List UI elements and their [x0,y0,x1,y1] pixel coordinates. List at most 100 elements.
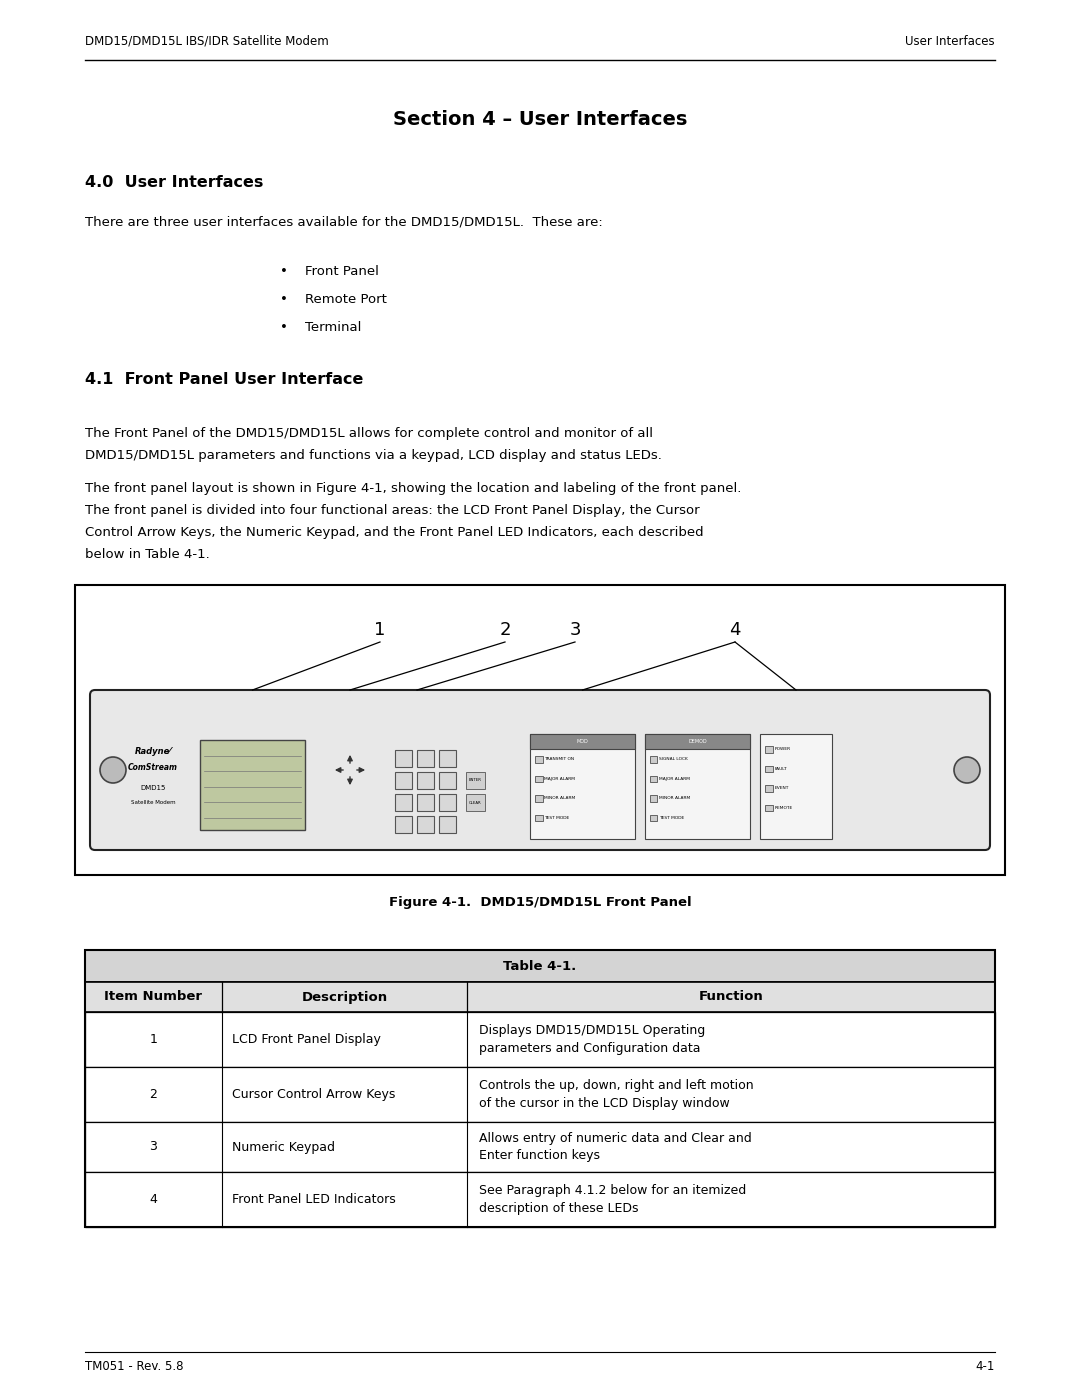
Bar [438,773,456,789]
Text: •: • [280,265,288,278]
Text: Section 4 – User Interfaces: Section 4 – User Interfaces [393,110,687,129]
Text: Radyne⁄: Radyne⁄ [135,747,172,757]
Text: 3: 3 [149,1140,158,1154]
Bar [645,733,750,840]
Bar [85,950,995,1227]
Text: Control Arrow Keys, the Numeric Keypad, and the Front Panel LED Indicators, each: Control Arrow Keys, the Numeric Keypad, … [85,527,704,539]
Text: See Paragraph 4.1.2 below for an itemized
description of these LEDs: See Paragraph 4.1.2 below for an itemize… [480,1185,746,1215]
Bar [765,785,772,792]
Bar [200,740,305,830]
Text: ENTER: ENTER [469,778,482,782]
Bar [438,793,456,812]
Text: Item Number: Item Number [105,990,202,1003]
Text: 4: 4 [729,622,741,638]
Bar [535,814,542,821]
Bar [395,816,411,833]
Text: The Front Panel of the DMD15/DMD15L allows for complete control and monitor of a: The Front Panel of the DMD15/DMD15L allo… [85,427,653,440]
Text: TM051 - Rev. 5.8: TM051 - Rev. 5.8 [85,1361,184,1373]
Text: LCD Front Panel Display: LCD Front Panel Display [231,1032,380,1046]
Bar [535,795,542,802]
Bar [417,816,434,833]
Text: 3: 3 [569,622,581,638]
Text: •: • [280,321,288,334]
Bar [765,805,772,812]
Bar [438,816,456,833]
Text: SIGNAL LOCK: SIGNAL LOCK [660,757,688,761]
Bar [530,733,635,749]
Text: Displays DMD15/DMD15L Operating
parameters and Configuration data: Displays DMD15/DMD15L Operating paramete… [480,1024,705,1055]
Text: Numeric Keypad: Numeric Keypad [231,1140,335,1154]
Bar [395,773,411,789]
Text: DMD15/DMD15L IBS/IDR Satellite Modem: DMD15/DMD15L IBS/IDR Satellite Modem [85,35,328,47]
Bar [535,775,542,782]
Text: MINOR ALARM: MINOR ALARM [660,796,691,800]
Bar [417,750,434,767]
Bar [85,1011,995,1067]
Text: Controls the up, down, right and left motion
of the cursor in the LCD Display wi: Controls the up, down, right and left mo… [480,1080,754,1109]
Text: 1: 1 [149,1032,158,1046]
Text: 4.0  User Interfaces: 4.0 User Interfaces [85,175,264,190]
Bar [85,950,995,982]
Text: The front panel layout is shown in Figure 4-1, showing the location and labeling: The front panel layout is shown in Figur… [85,482,741,495]
Text: 4: 4 [149,1193,158,1206]
Bar [417,793,434,812]
Bar [85,982,995,1011]
Text: 1: 1 [375,622,386,638]
Text: Figure 4-1.  DMD15/DMD15L Front Panel: Figure 4-1. DMD15/DMD15L Front Panel [389,895,691,909]
Bar [650,814,658,821]
Text: MAJOR ALARM: MAJOR ALARM [660,777,690,781]
Text: MINOR ALARM: MINOR ALARM [544,796,576,800]
Text: DEMOD: DEMOD [688,739,706,745]
Text: Front Panel: Front Panel [305,265,379,278]
Bar [530,733,635,840]
Text: 4.1  Front Panel User Interface: 4.1 Front Panel User Interface [85,372,363,387]
Text: Table 4-1.: Table 4-1. [503,960,577,972]
Text: DMD15/DMD15L parameters and functions via a keypad, LCD display and status LEDs.: DMD15/DMD15L parameters and functions vi… [85,448,662,462]
Text: EVENT: EVENT [774,787,788,791]
Text: Cursor Control Arrow Keys: Cursor Control Arrow Keys [231,1088,395,1101]
Bar [650,756,658,763]
Text: There are three user interfaces available for the DMD15/DMD15L.  These are:: There are three user interfaces availabl… [85,215,603,228]
Text: The front panel is divided into four functional areas: the LCD Front Panel Displ: The front panel is divided into four fun… [85,504,700,517]
Bar [645,733,750,749]
Bar [438,750,456,767]
Text: MAJOR ALARM: MAJOR ALARM [544,777,576,781]
Bar [760,733,832,840]
Bar [85,1122,995,1172]
Bar [395,793,411,812]
Text: 2: 2 [499,622,511,638]
Bar [85,1067,995,1122]
Text: CLEAR: CLEAR [469,800,482,805]
Text: DMD15: DMD15 [140,785,165,791]
Text: ComStream: ComStream [129,764,178,773]
Text: 4-1: 4-1 [975,1361,995,1373]
Text: Function: Function [699,990,764,1003]
Bar [535,756,542,763]
FancyBboxPatch shape [90,690,990,849]
Text: POWER: POWER [774,747,791,752]
Bar [650,795,658,802]
Bar [465,793,485,812]
Bar [395,750,411,767]
Circle shape [954,757,980,782]
Text: TEST MODE: TEST MODE [660,816,685,820]
Text: TRANSMIT ON: TRANSMIT ON [544,757,575,761]
Bar [465,773,485,789]
Bar [765,746,772,753]
Text: Allows entry of numeric data and Clear and
Enter function keys: Allows entry of numeric data and Clear a… [480,1132,752,1162]
Text: FAULT: FAULT [774,767,787,771]
Text: Satellite Modem: Satellite Modem [131,799,175,805]
Text: MOD: MOD [577,739,589,745]
Text: Description: Description [301,990,388,1003]
Text: •: • [280,293,288,306]
Bar [75,585,1005,875]
Text: Terminal: Terminal [305,321,362,334]
Bar [650,775,658,782]
Bar [765,766,772,773]
Text: User Interfaces: User Interfaces [905,35,995,47]
Text: 2: 2 [149,1088,158,1101]
Text: Front Panel LED Indicators: Front Panel LED Indicators [231,1193,395,1206]
Text: Remote Port: Remote Port [305,293,387,306]
Text: REMOTE: REMOTE [774,806,793,810]
Bar [417,773,434,789]
